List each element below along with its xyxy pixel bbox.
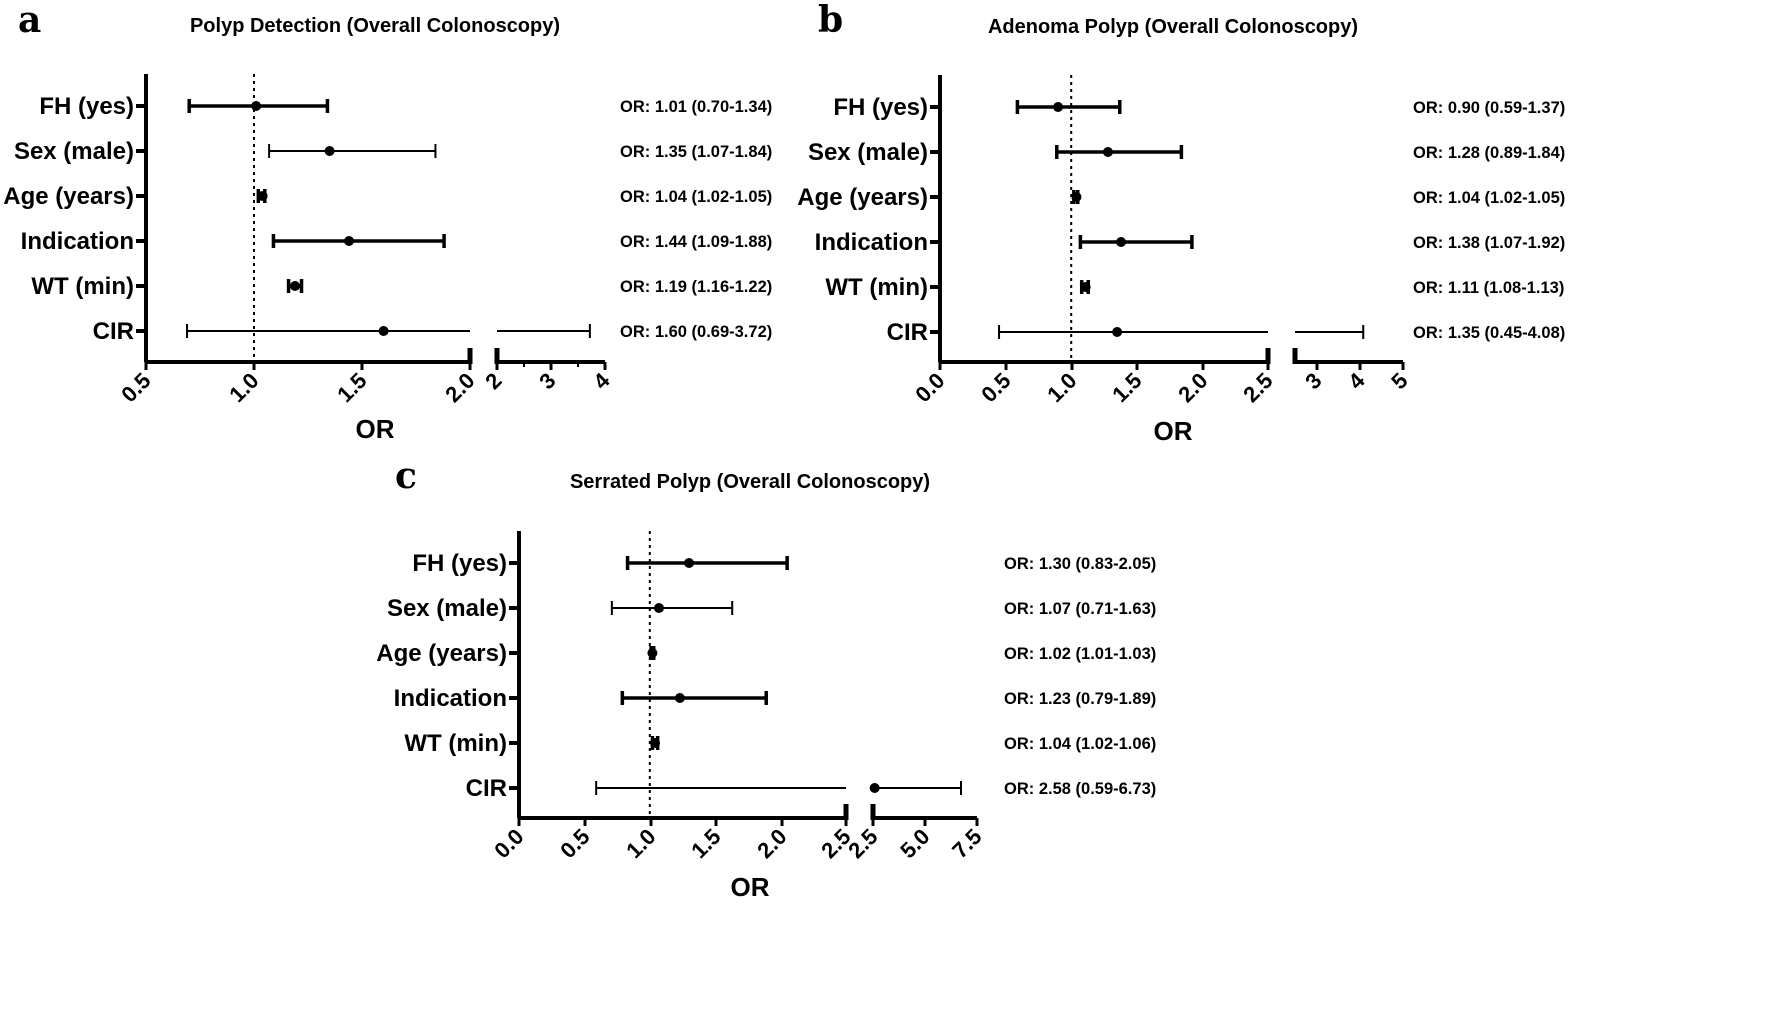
forest-panel-a: a Polyp Detection (Overall Colonoscopy) 0.… xyxy=(3,0,772,444)
x-tick-label: 3 xyxy=(1300,368,1326,394)
x-tick-label: 2.0 xyxy=(752,824,791,863)
point-estimate xyxy=(1071,192,1082,202)
category-label: WT (min) xyxy=(825,274,928,301)
x-tick-label: 4 xyxy=(1343,367,1370,394)
x-tick-label: 1.5 xyxy=(332,368,371,407)
x-tick-label: 1.5 xyxy=(1107,368,1146,407)
or-value-label: OR: 1.44 (1.09-1.88) xyxy=(620,233,772,251)
category-label: Sex (male) xyxy=(14,138,134,165)
point-estimate xyxy=(674,693,685,703)
x-tick-label: 2.0 xyxy=(440,368,479,407)
x-tick-label: 1.0 xyxy=(224,368,263,407)
x-tick-label: 3 xyxy=(534,368,560,394)
category-label: FH (yes) xyxy=(412,550,507,577)
panel-title: Serrated Polyp (Overall Colonoscopy) xyxy=(570,471,930,493)
x-tick-label: 7.5 xyxy=(947,824,986,863)
category-label: Sex (male) xyxy=(387,595,507,622)
or-value-label: OR: 1.01 (0.70-1.34) xyxy=(620,98,772,116)
or-value-label: OR: 1.11 (1.08-1.13) xyxy=(1413,279,1564,297)
point-estimate xyxy=(1080,282,1091,292)
category-label: WT (min) xyxy=(404,730,507,757)
x-tick-label: 0.5 xyxy=(116,368,155,407)
point-estimate xyxy=(378,326,389,336)
x-tick-label: 2.5 xyxy=(843,824,882,863)
or-value-label: OR: 1.38 (1.07-1.92) xyxy=(1413,234,1565,252)
or-value-label: OR: 1.30 (0.83-2.05) xyxy=(1004,555,1156,573)
or-value-label: OR: 1.60 (0.69-3.72) xyxy=(620,323,772,341)
x-axis-title: OR xyxy=(1154,416,1193,446)
point-estimate xyxy=(251,101,262,111)
x-tick-label: 0.5 xyxy=(555,824,594,863)
category-label: WT (min) xyxy=(31,273,134,300)
point-estimate xyxy=(324,146,335,156)
point-estimate xyxy=(1102,147,1113,157)
x-tick-label: 2.0 xyxy=(1173,368,1212,407)
panel-letter: b xyxy=(818,0,843,41)
or-value-label: OR: 1.04 (1.02-1.05) xyxy=(620,188,772,206)
category-label: Indication xyxy=(815,229,928,256)
x-tick-label: 5.0 xyxy=(895,824,934,863)
category-label: CIR xyxy=(887,319,928,346)
panel-letter: c xyxy=(395,455,417,497)
x-tick-label: 0.5 xyxy=(976,368,1015,407)
point-estimate xyxy=(869,783,880,793)
or-value-label: OR: 2.58 (0.59-6.73) xyxy=(1004,780,1156,798)
panel-title: Polyp Detection (Overall Colonoscopy) xyxy=(190,15,560,37)
point-estimate xyxy=(344,236,355,246)
or-value-label: OR: 1.23 (0.79-1.89) xyxy=(1004,690,1156,708)
point-estimate xyxy=(1053,102,1064,112)
or-value-label: OR: 1.04 (1.02-1.05) xyxy=(1413,189,1565,207)
point-estimate xyxy=(653,603,664,613)
category-label: Age (years) xyxy=(797,184,928,211)
forest-panel-b: b Adenoma Polyp (Overall Colonoscopy) 0.0 0… xyxy=(797,0,1565,446)
point-estimate xyxy=(1112,327,1123,337)
point-estimate xyxy=(257,191,268,201)
category-label: Sex (male) xyxy=(808,139,928,166)
point-estimate xyxy=(647,648,658,658)
or-value-label: OR: 1.02 (1.01-1.03) xyxy=(1004,645,1156,663)
x-tick-label: 2 xyxy=(480,368,506,394)
or-value-label: OR: 0.90 (0.59-1.37) xyxy=(1413,99,1565,117)
category-label: CIR xyxy=(466,775,507,802)
x-tick-label: 0.0 xyxy=(910,368,949,407)
panel-title: Adenoma Polyp (Overall Colonoscopy) xyxy=(988,16,1358,38)
or-value-label: OR: 1.35 (0.45-4.08) xyxy=(1413,324,1565,342)
x-axis-title: OR xyxy=(731,872,770,902)
x-tick-label: 4 xyxy=(588,367,615,394)
or-value-label: OR: 1.19 (1.16-1.22) xyxy=(620,278,772,296)
x-tick-label: 5 xyxy=(1386,368,1412,394)
category-label: Age (years) xyxy=(3,183,134,210)
forest-panel-c: c Serrated Polyp (Overall Colonoscopy) 0.0… xyxy=(376,455,1156,902)
point-estimate xyxy=(684,558,695,568)
or-value-label: OR: 1.28 (0.89-1.84) xyxy=(1413,144,1565,162)
point-estimate xyxy=(290,281,301,291)
point-estimate xyxy=(650,738,661,748)
x-axis-title: OR xyxy=(356,414,395,444)
category-label: Indication xyxy=(394,685,507,712)
category-label: FH (yes) xyxy=(833,94,928,121)
or-value-label: OR: 1.35 (1.07-1.84) xyxy=(620,143,772,161)
panel-letter: a xyxy=(18,0,41,41)
x-tick-label: 0.0 xyxy=(489,824,528,863)
x-tick-label: 1.5 xyxy=(686,824,725,863)
category-label: CIR xyxy=(93,318,134,345)
category-label: Age (years) xyxy=(376,640,507,667)
category-label: Indication xyxy=(21,228,134,255)
x-tick-label: 2.5 xyxy=(1238,368,1277,407)
or-value-label: OR: 1.04 (1.02-1.06) xyxy=(1004,735,1156,753)
x-tick-label: 1.0 xyxy=(621,824,660,863)
point-estimate xyxy=(1116,237,1127,247)
or-value-label: OR: 1.07 (0.71-1.63) xyxy=(1004,600,1156,618)
category-label: FH (yes) xyxy=(39,93,134,120)
x-tick-label: 1.0 xyxy=(1042,368,1081,407)
